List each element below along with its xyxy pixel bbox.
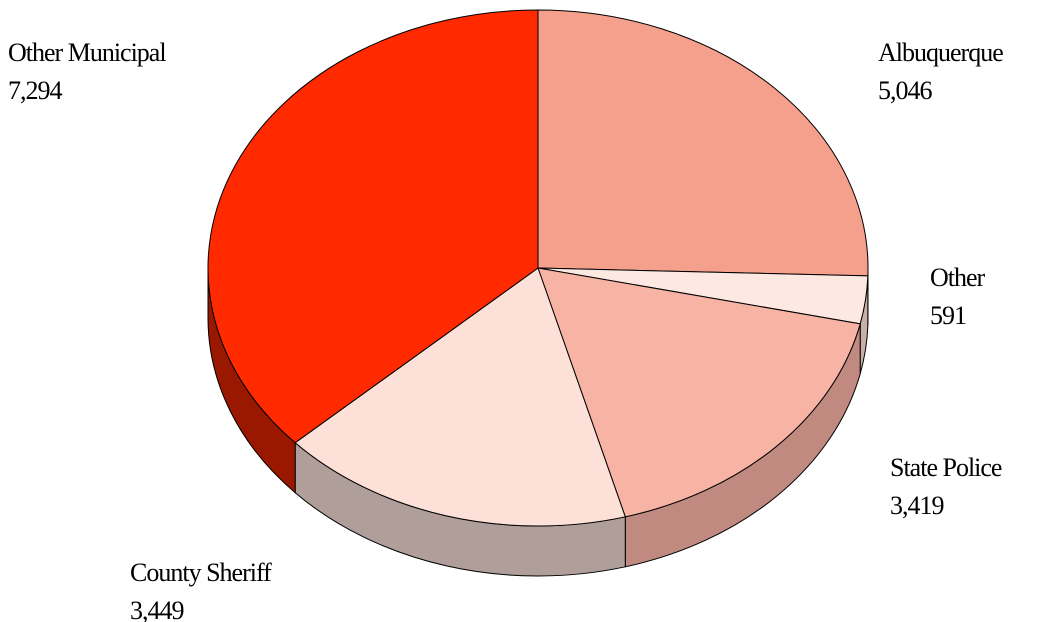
slice-label: Albuquerque [878, 38, 1003, 67]
slice-value-label: 591 [930, 301, 966, 330]
slice [207, 9, 539, 444]
slice [537, 9, 869, 277]
slice-label: County Sheriff [130, 558, 272, 587]
slice-value-label: 3,419 [890, 491, 944, 520]
slice-value-label: 3,449 [130, 596, 184, 622]
slice-value-label: 5,046 [878, 76, 933, 105]
slice-label: Other Municipal [8, 38, 166, 67]
slice-label: Other [930, 263, 986, 292]
slice-label: State Police [890, 453, 1002, 482]
slice [537, 267, 861, 518]
slice [294, 267, 626, 527]
slice-value-label: 7,294 [8, 76, 63, 105]
